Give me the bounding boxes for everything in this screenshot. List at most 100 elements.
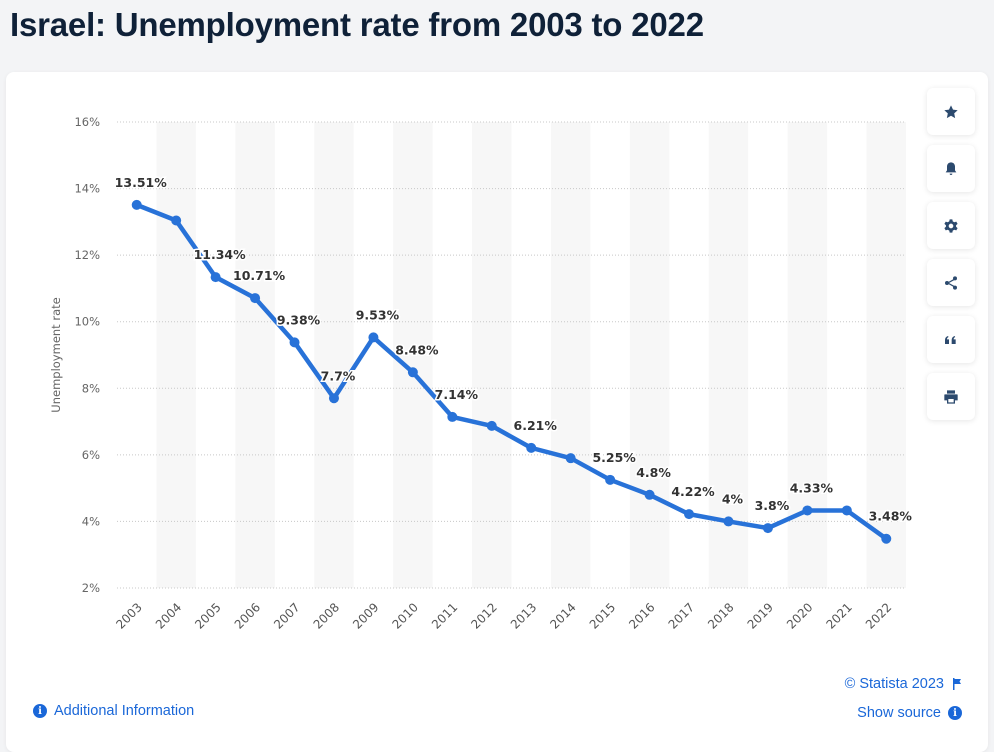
star-icon [944,104,958,118]
y-tick-label: 10% [74,315,100,329]
data-label: 7.7% [321,368,356,383]
y-tick-label: 4% [82,514,100,528]
notification-button[interactable] [927,145,975,192]
data-label: 6.21% [514,418,558,433]
y-tick-label: 6% [82,448,100,462]
data-point[interactable] [565,453,576,464]
additional-information-label: Additional Information [54,703,195,719]
bell-icon [945,161,957,175]
print-button[interactable] [927,373,975,420]
flag-icon[interactable] [952,678,962,690]
data-label: 10.71% [233,268,286,283]
x-tick-label: 2009 [350,600,381,631]
data-point[interactable] [684,509,695,520]
series-line-path [134,202,889,541]
data-label: 9.53% [356,307,400,322]
column-band [550,122,591,588]
data-point[interactable] [881,533,892,544]
column-band [156,122,196,588]
data-point[interactable] [762,523,773,534]
data-label: 3.48% [869,509,913,524]
data-point[interactable] [526,442,537,453]
y-tick-label: 16% [74,115,100,129]
settings-button[interactable] [927,202,975,249]
y-tick-label: 2% [82,581,100,595]
x-tick-label: 2017 [666,600,697,631]
column-bands [156,122,906,588]
column-band [472,122,512,588]
additional-information-link[interactable]: i Additional Information [33,703,194,719]
x-tick-label: 2020 [784,600,815,631]
info-icon: i [948,706,962,720]
copyright-notice: © Statista 2023 [845,676,962,692]
column-band [235,122,275,588]
page-title: Israel: Unemployment rate from 2003 to 2… [10,6,704,43]
x-tick-label: 2012 [468,600,499,631]
column-band [708,122,749,588]
cite-button[interactable] [927,316,975,363]
data-point[interactable] [171,215,182,226]
data-label: 4% [722,491,744,506]
x-tick-label: 2004 [153,600,184,631]
gear-icon [944,218,958,233]
data-point[interactable] [289,337,300,348]
show-source-link[interactable]: Show source i [857,705,962,721]
column-band [629,122,670,588]
x-tick-label: 2021 [823,600,854,631]
data-point[interactable] [802,505,813,516]
data-label: 4.8% [636,465,671,480]
share-icon [945,275,957,290]
data-point[interactable] [407,367,418,378]
x-tick-label: 2007 [271,600,302,631]
x-tick-label: 2015 [587,600,618,631]
data-points [131,199,892,544]
y-axis-label: Unemployment rate [49,297,63,412]
x-tick-label: 2005 [192,600,223,631]
column-band [314,122,354,588]
y-axis-ticks: 2% 4% 6% 8% 10% 12% 14% 16% [74,115,100,595]
column-band [866,122,906,588]
data-point[interactable] [131,199,142,210]
x-tick-label: 2016 [626,600,657,631]
data-point[interactable] [210,272,221,283]
data-point[interactable] [368,332,379,343]
x-tick-label: 2019 [745,600,776,631]
x-tick-label: 2010 [389,600,420,631]
series-line [134,202,889,541]
data-label: 7.14% [435,387,479,402]
y-tick-label: 14% [74,182,100,196]
data-label: 8.48% [395,342,439,357]
data-labels: 13.51% 11.34% 10.71% 9.38% 7.7% 9.53% 8.48% 7.1… [113,173,914,525]
x-tick-label: 2006 [232,600,263,631]
x-tick-label: 2013 [508,600,539,631]
data-point[interactable] [447,411,458,422]
x-axis-ticks: 2003 2004 2005 2006 2007 2008 2009 2010 2011 2012… [113,600,894,631]
print-icon [944,389,958,404]
data-label: 4.33% [790,480,834,495]
show-source-label: Show source [857,705,941,721]
info-icon: i [33,704,47,718]
quote-icon [945,335,956,344]
y-tick-label: 8% [82,381,100,395]
x-tick-label: 2014 [547,600,578,631]
data-label: 9.38% [277,312,321,327]
data-point[interactable] [841,505,852,516]
data-point[interactable] [605,474,616,485]
x-tick-label: 2022 [863,600,894,631]
data-point[interactable] [723,516,734,527]
column-band [393,122,433,588]
data-point[interactable] [486,420,497,431]
side-toolbar [927,88,975,430]
data-point[interactable] [328,393,339,404]
gridlines [117,121,906,589]
x-tick-label: 2008 [311,600,342,631]
share-button[interactable] [927,259,975,306]
favorite-button[interactable] [927,88,975,135]
y-tick-label: 12% [74,248,100,262]
data-label: 4.22% [671,484,715,499]
copyright-label: © Statista 2023 [844,676,944,692]
data-point[interactable] [250,293,261,304]
x-tick-label: 2003 [113,600,144,631]
data-point[interactable] [644,489,655,500]
